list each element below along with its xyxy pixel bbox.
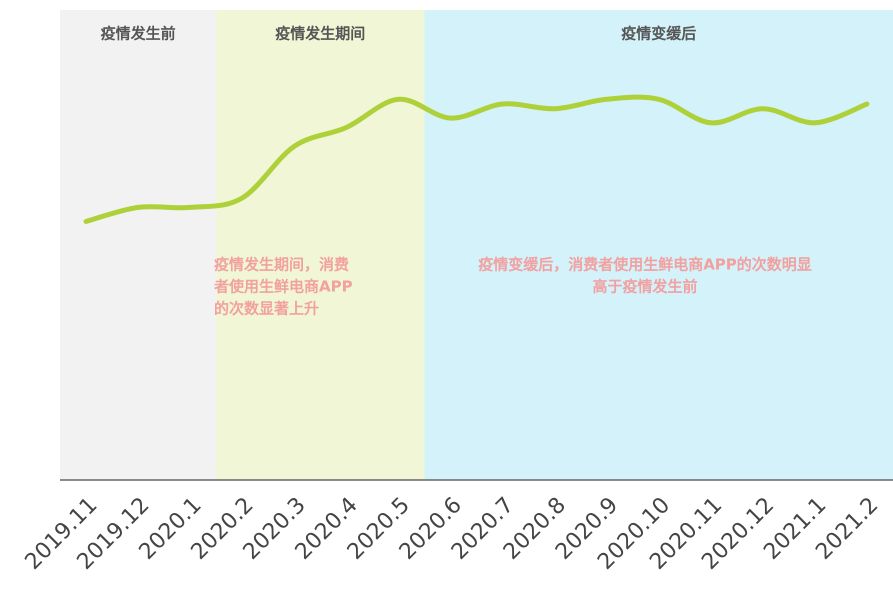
- annotation: 的次数显著上升: [214, 300, 319, 318]
- region-label: 疫情发生前: [101, 25, 176, 43]
- region-band: [216, 10, 425, 480]
- annotation: 者使用生鲜电商APP: [214, 278, 353, 296]
- region-band: [60, 10, 217, 480]
- region-label: 疫情变缓后: [621, 25, 696, 43]
- annotation: 疫情变缓后，消费者使用生鲜电商APP的次数明显: [478, 256, 812, 274]
- region-label: 疫情发生期间: [275, 25, 365, 43]
- annotation: 疫情发生期间，消费: [214, 256, 349, 274]
- annotation: 高于疫情发生前: [592, 278, 697, 296]
- data-line: [83, 94, 870, 224]
- region-band: [424, 10, 893, 480]
